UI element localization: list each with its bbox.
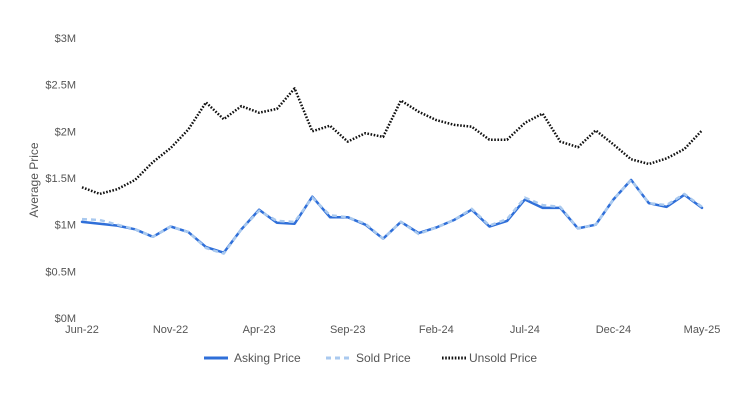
x-tick-label: Jun-22 [65,324,99,336]
legend-item-sold-price: Sold Price [326,351,411,365]
series-line-unsold-price [81,87,703,196]
legend: Asking Price Sold Price Unsold Price [204,351,537,365]
y-tick-label: $1.5M [45,173,76,185]
series-line-asking-price [80,178,704,254]
x-tick-label: Apr-23 [243,324,276,336]
series-lines [80,87,704,255]
y-tick-label: $0.5M [45,266,76,278]
legend-item-unsold-price: Unsold Price [442,351,537,365]
legend-item-asking-price: Asking Price [204,351,301,365]
x-axis-ticks: Jun-22 Nov-22 Apr-23 Sep-23 Feb-24 Jul-24 Dec-… [65,324,720,336]
y-tick-label: $2M [55,126,76,138]
series-line-sold-price [81,178,703,255]
y-tick-label: $2.5M [45,80,76,92]
x-tick-label: Dec-24 [596,324,631,336]
y-axis-ticks: $0M $0.5M $1M $1.5M $2M $2.5M $3M [45,33,76,325]
x-tick-label: Sep-23 [330,324,365,336]
legend-label: Sold Price [356,351,411,365]
y-axis-label: Average Price [27,142,41,217]
y-tick-label: $1M [55,220,76,232]
x-tick-label: May-25 [684,324,721,336]
x-tick-label: Nov-22 [153,324,188,336]
legend-label: Unsold Price [469,351,537,365]
legend-label: Asking Price [234,351,301,365]
x-tick-label: Jul-24 [510,324,540,336]
y-tick-label: $3M [55,33,76,45]
x-tick-label: Feb-24 [419,324,454,336]
y-tick-label: $0M [55,313,76,325]
